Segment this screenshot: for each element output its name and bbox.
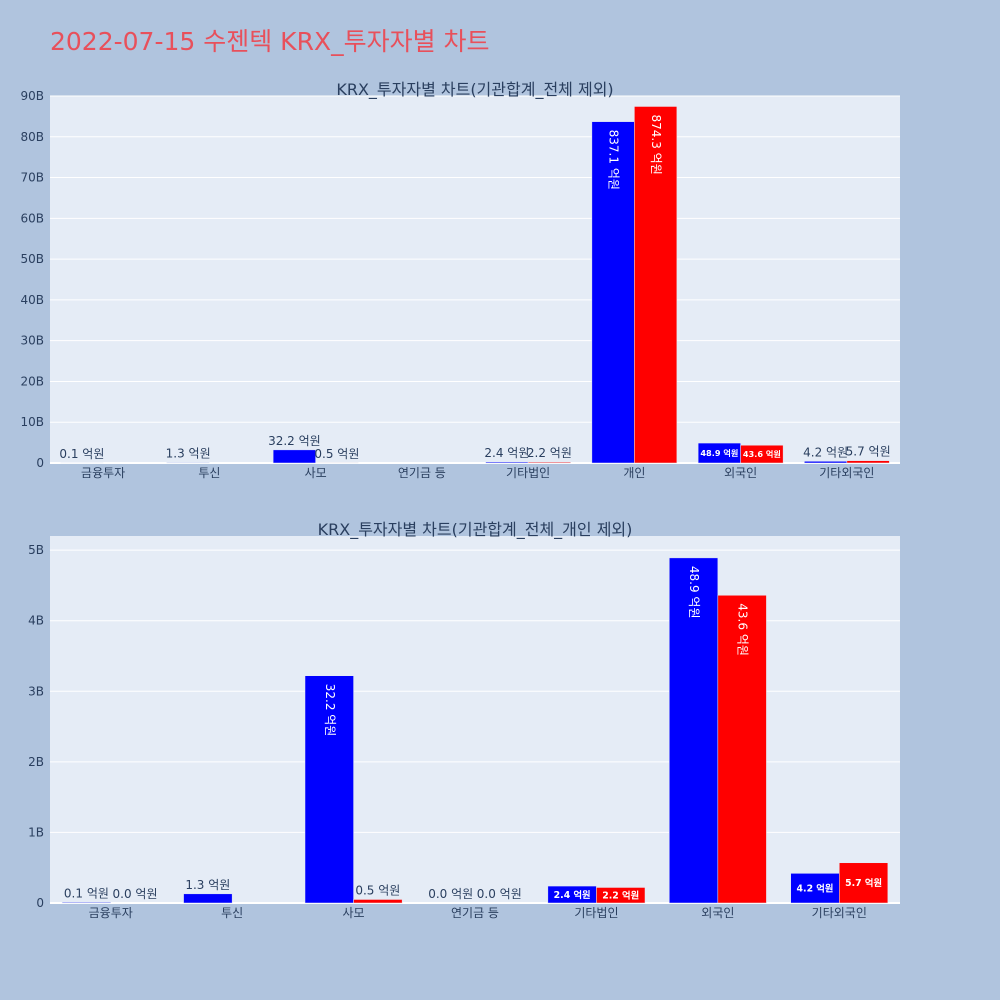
- x-tick-label: 기타외국인: [812, 906, 867, 920]
- bar: [272, 449, 316, 464]
- data-label: 0.0 억원: [477, 887, 522, 901]
- x-tick-label: 기타법인: [574, 906, 618, 920]
- data-label: 0.5 억원: [314, 447, 359, 461]
- page-title: 2022-07-15 수젠텍 KRX_투자자별 차트: [50, 27, 490, 56]
- data-label: 2.2 억원: [602, 890, 639, 902]
- data-label: 4.2 억원: [803, 445, 848, 459]
- x-tick-label: 외국인: [701, 906, 734, 920]
- y-tick-label: 3B: [28, 684, 44, 698]
- y-tick-label: 20B: [20, 374, 44, 388]
- x-tick-label: 개인: [623, 466, 645, 480]
- data-label: 43.6 억원: [743, 449, 781, 459]
- data-label: 5.7 억원: [846, 445, 891, 459]
- bar: [166, 462, 210, 464]
- data-label: 48.9 억원: [687, 566, 701, 619]
- data-label: 43.6 억원: [736, 603, 750, 656]
- bar: [717, 595, 767, 904]
- chart-title: KRX_투자자별 차트(기관합계_전체 제외): [336, 80, 613, 100]
- bar: [183, 893, 233, 904]
- x-tick-label: 기타외국인: [819, 466, 874, 480]
- bar: [596, 887, 646, 904]
- x-tick-label: 금융투자: [81, 466, 125, 480]
- data-label: 32.2 억원: [323, 684, 337, 737]
- data-label: 0.5 억원: [355, 883, 400, 897]
- bar: [591, 121, 635, 464]
- x-tick-label: 투신: [221, 906, 243, 920]
- chart-2: 0 1B 2B 3B 4B 5B KRX_투자자별 차트(기관합계_전체_개인 제외) 금융투…: [28, 520, 900, 920]
- data-label: 2.4 억원: [554, 889, 591, 901]
- data-label: 4.2 억원: [797, 882, 834, 894]
- bar: [740, 444, 784, 464]
- chart-1: 0 10B 20B 30B 40B 50B 60B 70B 80B 90B KRX_투자자별 차트(…: [20, 80, 900, 480]
- x-tick-label: 사모: [343, 906, 365, 920]
- data-label: 1.3 억원: [185, 878, 230, 892]
- data-label: 0.0 억원: [428, 887, 473, 901]
- bar: [804, 461, 848, 464]
- bar: [790, 873, 840, 904]
- plot-area: [50, 96, 900, 463]
- data-label: 837.1 억원: [607, 130, 621, 190]
- data-label: 5.7 억원: [845, 877, 882, 889]
- y-tick-label: 60B: [20, 211, 44, 225]
- x-tick-label: 금융투자: [89, 906, 133, 920]
- x-tick-label: 연기금 등: [398, 466, 446, 480]
- y-tick-label: 1B: [28, 825, 44, 839]
- y-tick-label: 4B: [28, 614, 44, 628]
- chart-title: KRX_투자자별 차트(기관합계_전체_개인 제외): [318, 520, 633, 540]
- y-tick-label: 2B: [28, 755, 44, 769]
- bar: [304, 675, 354, 904]
- y-tick-label: 30B: [20, 334, 44, 348]
- bar: [669, 557, 719, 904]
- data-label: 48.9 억원: [700, 448, 738, 458]
- y-tick-label: 10B: [20, 415, 44, 429]
- y-tick-label: 0: [36, 896, 44, 910]
- y-tick-label: 40B: [20, 293, 44, 307]
- plot-area: [50, 536, 900, 903]
- y-tick-label: 0: [36, 456, 44, 470]
- x-tick-label: 연기금 등: [451, 906, 499, 920]
- bar: [839, 862, 889, 904]
- data-label: 874.3 억원: [649, 114, 663, 174]
- bar: [846, 460, 890, 464]
- data-label: 2.4 억원: [484, 446, 529, 460]
- bar: [527, 461, 571, 464]
- bar: [61, 902, 111, 904]
- bar: [485, 461, 529, 464]
- x-tick-label: 기타법인: [506, 466, 550, 480]
- data-label: 2.2 억원: [527, 446, 572, 460]
- y-tick-label: 70B: [20, 171, 44, 185]
- y-tick-label: 90B: [20, 89, 44, 103]
- y-tick-label: 80B: [20, 130, 44, 144]
- y-tick-label: 50B: [20, 252, 44, 266]
- data-label: 0.1 억원: [64, 886, 109, 900]
- x-tick-label: 투신: [198, 466, 220, 480]
- data-label: 0.1 억원: [59, 447, 104, 461]
- data-label: 32.2 억원: [268, 434, 321, 448]
- bar: [353, 899, 403, 904]
- x-tick-label: 사모: [305, 466, 327, 480]
- data-label: 0.0 억원: [113, 887, 158, 901]
- x-tick-label: 외국인: [724, 466, 757, 480]
- data-label: 1.3 억원: [166, 446, 211, 460]
- y-tick-label: 5B: [28, 543, 44, 557]
- bar: [634, 106, 678, 464]
